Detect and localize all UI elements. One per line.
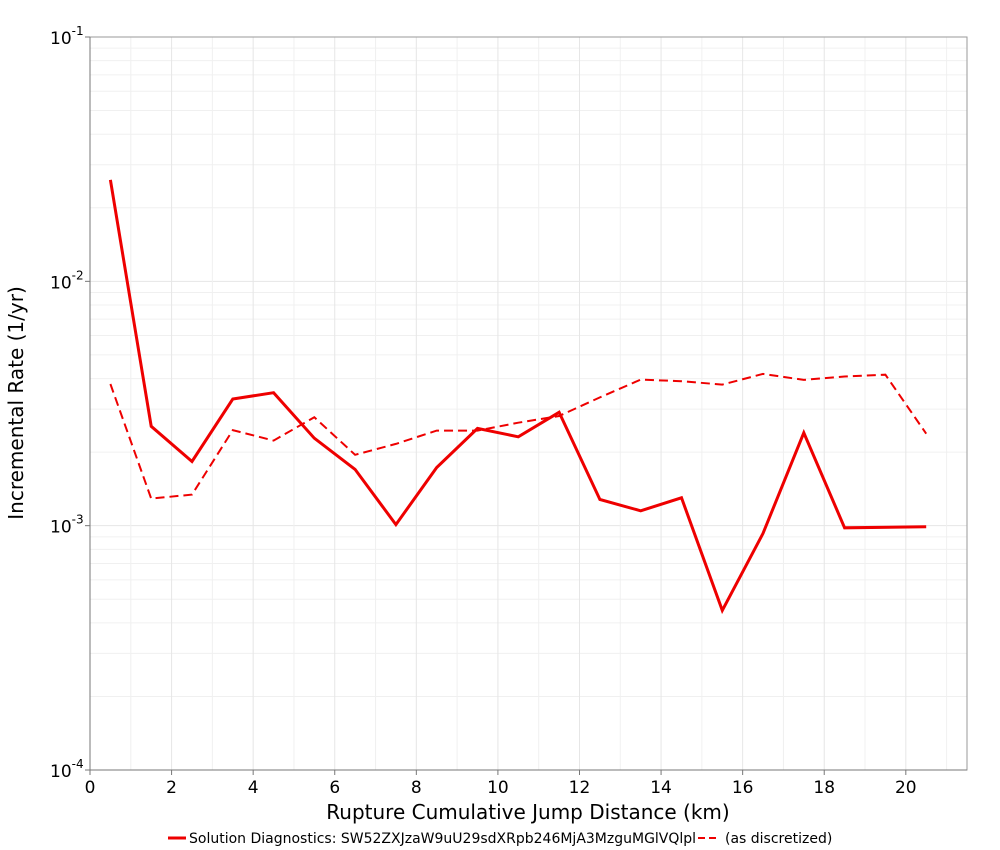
x-tick-label: 4 bbox=[248, 778, 259, 798]
x-tick-label: 14 bbox=[650, 778, 672, 798]
grid bbox=[90, 36, 967, 771]
y-ticks: 10-4 10-3 10-2 10-1 bbox=[50, 24, 90, 782]
x-tick-label: 6 bbox=[329, 778, 340, 798]
axes bbox=[89, 37, 967, 771]
x-tick-label: 0 bbox=[85, 778, 96, 798]
y-axis-title: Incremental Rate (1/yr) bbox=[4, 286, 28, 519]
x-tick-label: 18 bbox=[813, 778, 835, 798]
legend-label-solution: Solution Diagnostics: SW52ZXJzaW9uU29sdX… bbox=[189, 831, 696, 847]
x-tick-label: 16 bbox=[732, 778, 754, 798]
legend-label-discretized: (as discretized) bbox=[725, 831, 832, 847]
x-tick-label: 8 bbox=[411, 778, 422, 798]
y-tick-label: 10-1 bbox=[50, 24, 84, 49]
x-tick-label: 10 bbox=[487, 778, 509, 798]
x-tick-label: 12 bbox=[569, 778, 591, 798]
y-tick-label: 10-2 bbox=[50, 268, 84, 293]
series-line-discretized bbox=[109, 372, 928, 500]
y-tick-label: 10-4 bbox=[50, 757, 84, 782]
x-tick-label: 20 bbox=[895, 778, 917, 798]
y-tick-label: 10-3 bbox=[50, 513, 84, 538]
x-ticks: 0 2 4 6 8 10 12 14 16 18 20 bbox=[85, 770, 917, 798]
series-layer bbox=[108, 179, 928, 615]
x-axis-title: Rupture Cumulative Jump Distance (km) bbox=[326, 800, 729, 824]
x-tick-label: 2 bbox=[166, 778, 177, 798]
legend: Solution Diagnostics: SW52ZXJzaW9uU29sdX… bbox=[168, 831, 832, 847]
series-line-solution bbox=[108, 179, 927, 615]
